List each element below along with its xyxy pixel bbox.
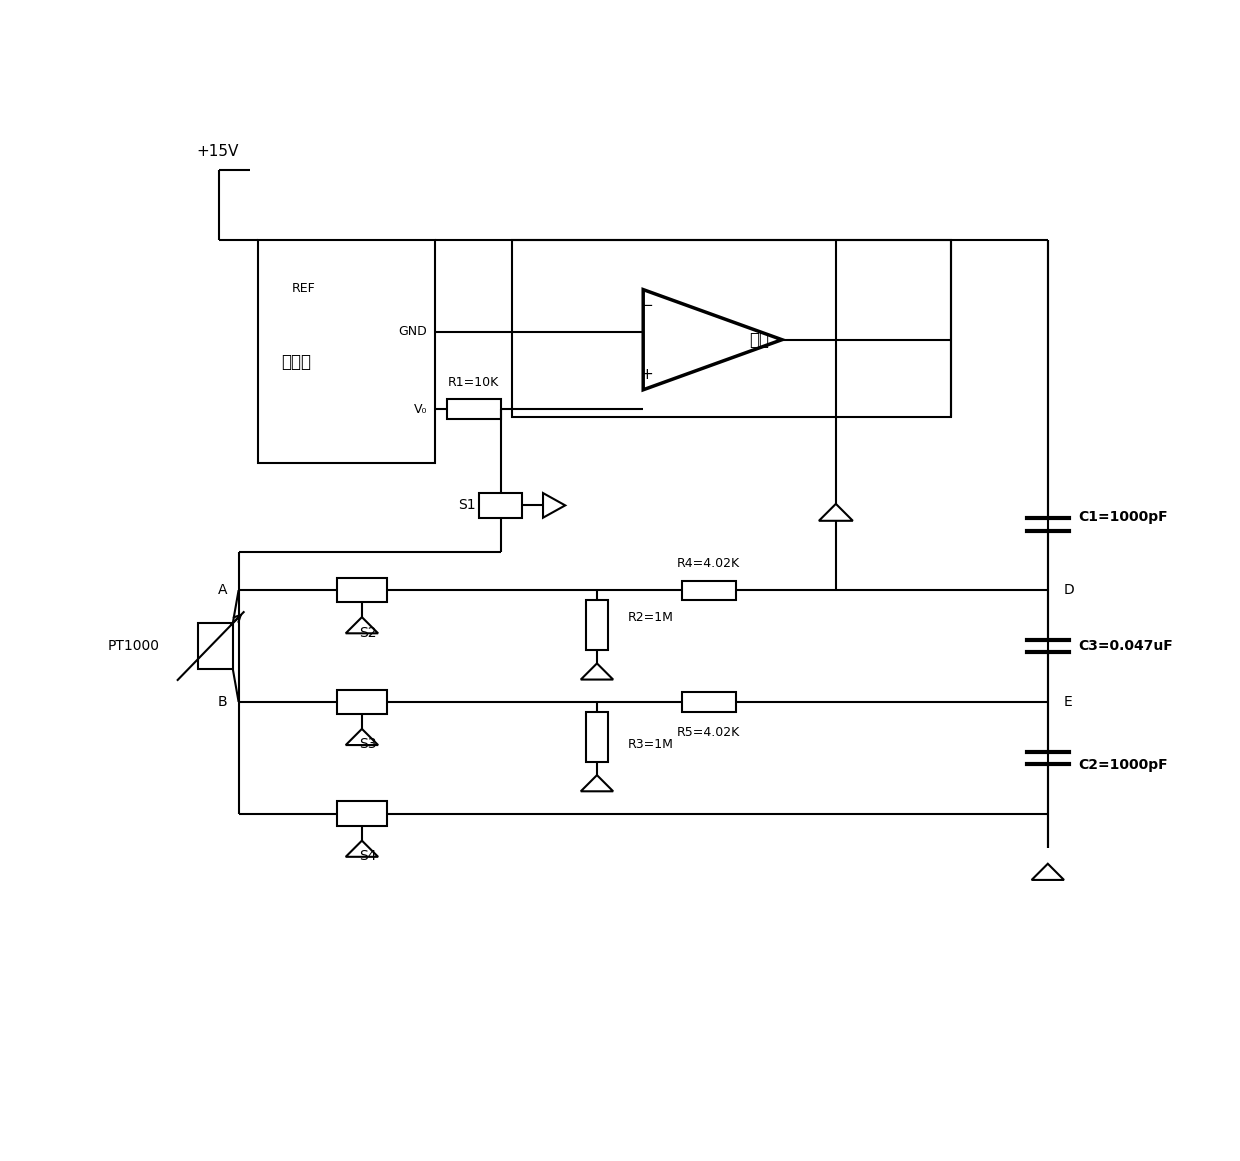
Text: C2=1000pF: C2=1000pF <box>1079 758 1168 772</box>
Text: PT1000: PT1000 <box>108 639 160 652</box>
Bar <box>258 239 435 463</box>
Text: 运放: 运放 <box>749 331 769 348</box>
Bar <box>337 578 387 603</box>
Text: REF: REF <box>293 282 316 295</box>
Text: +: + <box>641 367 653 382</box>
Text: S4: S4 <box>360 849 377 863</box>
Bar <box>587 712 608 762</box>
Text: R2=1M: R2=1M <box>627 611 673 623</box>
Bar <box>337 801 387 825</box>
Text: GND: GND <box>399 325 428 339</box>
Text: R5=4.02K: R5=4.02K <box>677 727 740 740</box>
Text: S1: S1 <box>459 498 476 512</box>
Text: D: D <box>1063 583 1074 597</box>
Text: C3=0.047uF: C3=0.047uF <box>1079 639 1173 652</box>
Text: E: E <box>1063 695 1071 709</box>
Text: R3=1M: R3=1M <box>627 737 673 751</box>
Text: R1=10K: R1=10K <box>448 375 500 389</box>
Bar <box>512 239 951 417</box>
Text: S2: S2 <box>360 626 377 640</box>
Bar <box>480 493 522 518</box>
Text: R4=4.02K: R4=4.02K <box>677 556 740 570</box>
Bar <box>682 580 735 600</box>
Bar <box>682 692 735 712</box>
Bar <box>446 399 501 419</box>
Text: −: − <box>641 297 653 312</box>
Bar <box>337 690 387 714</box>
Text: +15V: +15V <box>196 144 238 159</box>
Text: 稳压源: 稳压源 <box>281 353 311 372</box>
Bar <box>587 600 608 650</box>
Text: A: A <box>217 583 227 597</box>
Text: B: B <box>217 695 227 709</box>
Text: V₀: V₀ <box>414 403 428 416</box>
Text: C1=1000pF: C1=1000pF <box>1079 510 1168 524</box>
Bar <box>198 623 233 669</box>
Text: S3: S3 <box>360 737 377 751</box>
